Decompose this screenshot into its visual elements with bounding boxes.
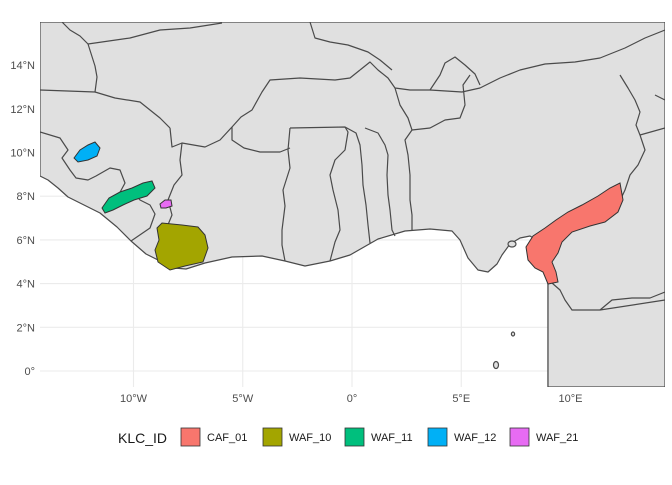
x-axis-ticks: 10°W 5°W 0° 5°E 10°E [120, 393, 583, 405]
klc-caf-01[interactable] [525, 182, 624, 285]
klc-waf-10[interactable] [154, 222, 209, 271]
legend-key-waf-10 [262, 427, 283, 447]
west-africa-land [40, 22, 665, 387]
klc-waf-11[interactable] [101, 180, 156, 214]
y-tick-label: 2°N [17, 322, 36, 334]
y-tick-label: 6°N [17, 235, 36, 247]
legend-title: KLC_ID [118, 430, 167, 446]
klc-waf-21[interactable] [159, 199, 173, 209]
legend: KLC_ID CAF_01 WAF_10 WAF_11 WAF_12 WAF_2… [118, 427, 578, 447]
x-tick-label: 10°E [559, 393, 583, 405]
legend-label-waf-12: WAF_12 [454, 432, 496, 444]
basemap [40, 22, 665, 387]
x-tick-label: 5°E [452, 393, 470, 405]
legend-key-waf-11 [344, 427, 365, 447]
klc-polygons [73, 141, 624, 285]
legend-key-waf-12 [427, 427, 448, 447]
x-tick-label: 5°W [232, 393, 254, 405]
y-tick-label: 8°N [17, 191, 36, 203]
legend-key-caf-01 [180, 427, 201, 447]
y-axis-ticks: 0° 2°N 4°N 6°N 8°N 10°N 12°N 14°N [10, 60, 35, 378]
y-tick-label: 10°N [10, 148, 35, 160]
x-tick-label: 0° [347, 393, 358, 405]
sao-tome-island [492, 360, 500, 370]
bioko-island [507, 240, 517, 248]
legend-label-waf-10: WAF_10 [289, 432, 331, 444]
country-borders [40, 22, 665, 311]
legend-label-waf-11: WAF_11 [371, 432, 413, 444]
y-tick-label: 0° [24, 366, 35, 378]
y-tick-label: 4°N [17, 279, 36, 291]
legend-key-waf-21 [509, 427, 530, 447]
x-tick-label: 10°W [120, 393, 148, 405]
legend-label-waf-21: WAF_21 [536, 432, 578, 444]
y-tick-label: 14°N [10, 60, 35, 72]
principe-island [510, 331, 516, 337]
klc-waf-12[interactable] [73, 141, 101, 163]
y-tick-label: 12°N [10, 104, 35, 116]
legend-label-caf-01: CAF_01 [207, 432, 247, 444]
